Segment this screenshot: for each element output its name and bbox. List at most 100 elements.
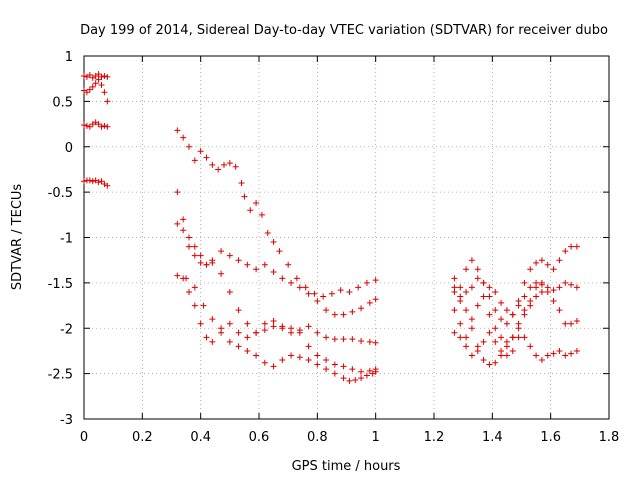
x-tick-label: 0: [80, 430, 88, 445]
data-point: [305, 323, 312, 330]
data-point: [451, 275, 458, 282]
data-point: [573, 317, 580, 324]
data-point: [463, 307, 470, 314]
data-point: [355, 284, 362, 291]
data-point: [568, 350, 575, 357]
series-track-11: [451, 275, 580, 318]
data-point: [197, 320, 204, 327]
data-point: [183, 275, 190, 282]
data-point: [174, 189, 181, 196]
data-point: [474, 266, 481, 273]
data-point: [457, 298, 464, 305]
data-point: [209, 259, 216, 266]
data-point: [244, 320, 251, 327]
data-point: [372, 277, 379, 284]
data-point: [503, 352, 510, 359]
data-point: [323, 366, 330, 373]
series-track-8: [174, 272, 379, 375]
data-point: [492, 288, 499, 295]
data-point: [372, 296, 379, 303]
data-point: [463, 288, 470, 295]
data-point: [279, 275, 286, 282]
data-point: [509, 347, 516, 354]
data-point: [101, 72, 108, 79]
data-point: [550, 287, 557, 294]
data-point: [503, 307, 510, 314]
data-point: [218, 270, 225, 277]
data-point: [95, 121, 102, 128]
data-point: [86, 123, 93, 130]
data-point: [346, 377, 353, 384]
data-point: [203, 261, 210, 268]
data-point: [331, 336, 338, 343]
data-point: [296, 284, 303, 291]
data-point: [209, 338, 216, 345]
data-point: [573, 243, 580, 250]
data-point: [337, 287, 344, 294]
x-tick-label: 1.8: [599, 430, 620, 445]
data-point: [264, 229, 271, 236]
data-point: [81, 178, 87, 185]
data-point: [215, 166, 222, 173]
data-point: [98, 123, 105, 130]
data-point: [95, 179, 102, 186]
y-tick-label: 0: [65, 141, 73, 156]
series-track-13: [451, 329, 580, 364]
data-point: [468, 284, 475, 291]
data-point: [86, 86, 93, 93]
data-point: [498, 316, 505, 323]
x-tick-label: 0.8: [307, 430, 328, 445]
data-point: [550, 298, 557, 305]
data-point: [232, 163, 239, 170]
data-point: [515, 334, 522, 341]
data-point: [186, 234, 192, 241]
data-point: [352, 376, 359, 383]
data-point: [253, 266, 260, 273]
data-point: [521, 307, 528, 314]
y-axis-label: SDTVAR / TECUs: [10, 184, 25, 291]
data-point: [305, 343, 312, 350]
data-point: [346, 288, 353, 295]
x-tick-label: 1.2: [424, 430, 445, 445]
data-point: [174, 272, 181, 279]
data-point: [550, 350, 557, 357]
x-tick-label: 0.2: [132, 430, 153, 445]
data-point: [323, 357, 330, 364]
data-point: [86, 177, 93, 184]
data-point: [568, 243, 575, 250]
data-point: [527, 343, 534, 350]
data-point: [556, 284, 563, 291]
data-point: [372, 368, 379, 375]
data-point: [285, 261, 292, 268]
series-track-6: [174, 189, 379, 318]
data-point: [457, 334, 464, 341]
data-point: [270, 323, 277, 330]
data-point: [203, 334, 210, 341]
data-point: [340, 311, 347, 318]
data-point: [527, 284, 534, 291]
data-point: [527, 298, 534, 305]
data-point: [363, 372, 370, 379]
data-point: [89, 178, 96, 185]
data-point: [197, 259, 204, 266]
data-point: [358, 368, 365, 375]
data-point: [468, 257, 475, 264]
y-tick-label: -3: [60, 413, 73, 428]
data-point: [358, 337, 365, 344]
data-point: [296, 329, 303, 336]
data-point: [538, 257, 545, 264]
data-point: [486, 329, 493, 336]
data-point: [538, 288, 545, 295]
data-point: [83, 122, 90, 129]
data-point: [314, 361, 321, 368]
data-point: [261, 359, 268, 366]
data-point: [244, 261, 251, 268]
series-track-2: [81, 76, 111, 105]
x-tick-label: 0.6: [249, 430, 270, 445]
data-point: [191, 243, 198, 250]
data-point: [474, 343, 481, 350]
data-point: [366, 299, 373, 306]
data-point: [81, 72, 87, 79]
data-point: [340, 375, 347, 382]
